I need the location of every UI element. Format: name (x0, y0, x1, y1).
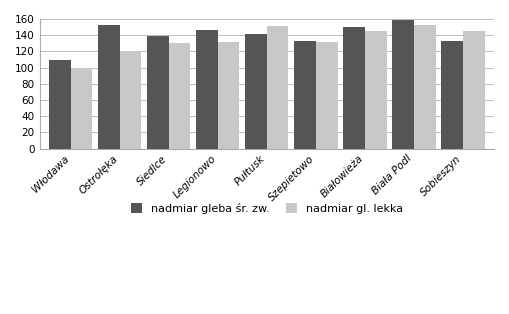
Bar (267, 26, 289, 149)
Bar (120, 51, 142, 149)
Bar (49, 60, 71, 149)
Bar (218, 42, 239, 149)
Legend: nadmiar gleba śr. zw., nadmiar gl. lekka: nadmiar gleba śr. zw., nadmiar gl. lekka (126, 198, 408, 218)
Bar (365, 31, 387, 149)
Bar (98, 25, 120, 149)
Bar (147, 36, 168, 149)
Bar (343, 27, 365, 149)
Bar (463, 31, 485, 149)
Bar (316, 42, 337, 149)
Bar (392, 20, 414, 149)
Bar (294, 41, 316, 149)
Bar (245, 34, 267, 149)
Bar (414, 25, 436, 149)
Bar (196, 30, 218, 149)
Bar (441, 41, 463, 149)
Bar (168, 43, 190, 149)
Bar (71, 68, 92, 149)
